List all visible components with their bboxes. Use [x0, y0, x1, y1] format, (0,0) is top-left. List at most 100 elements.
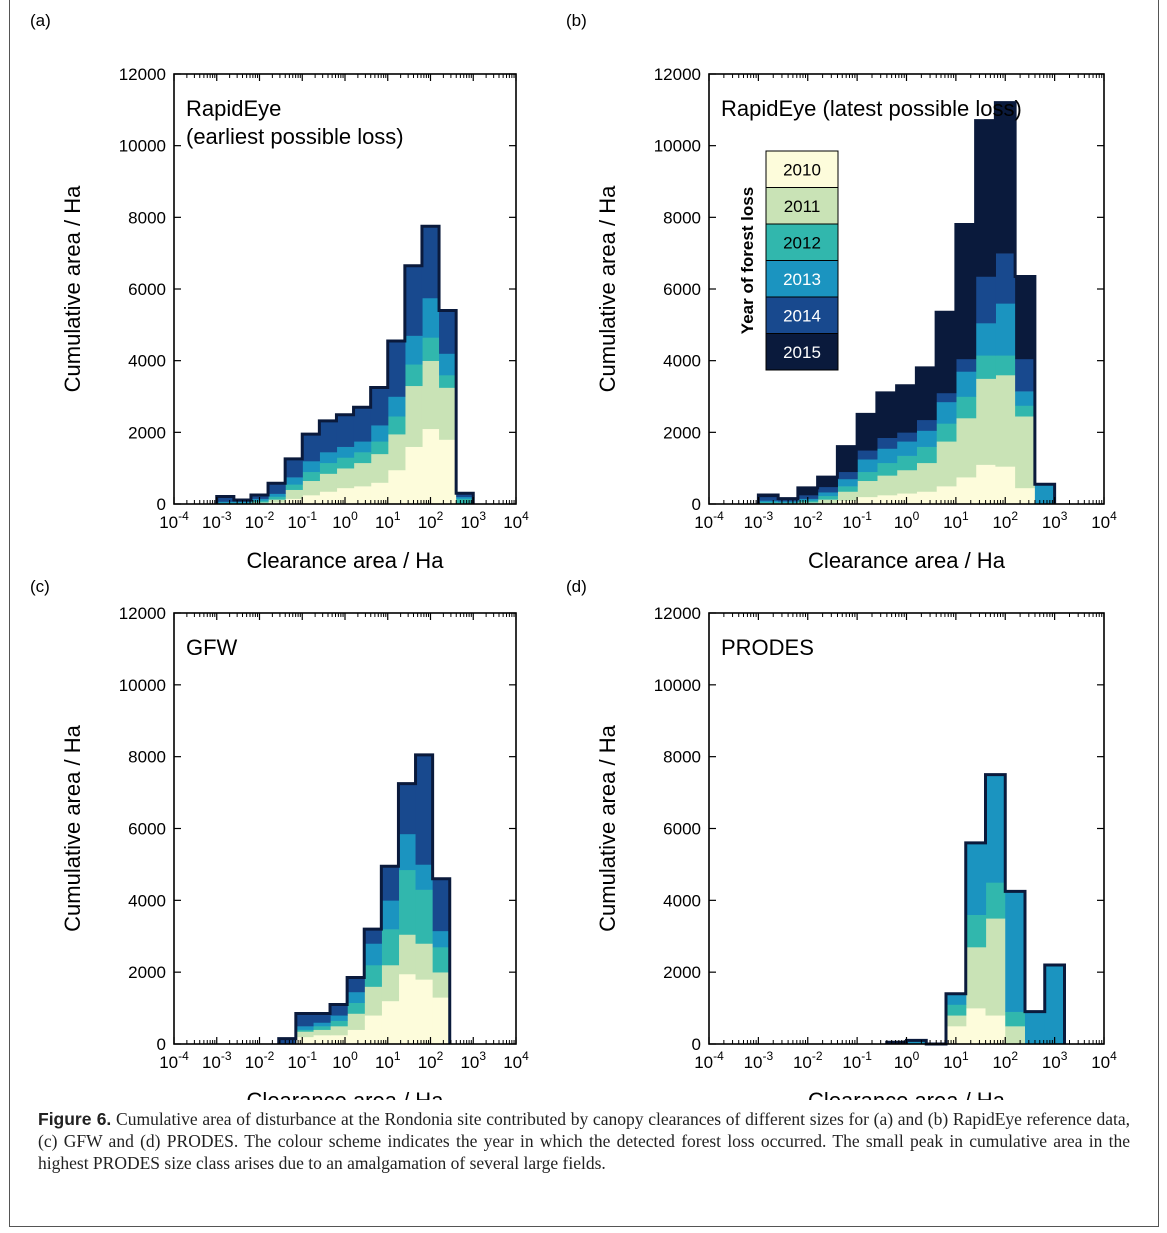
x-tick-base: 10 [894, 1053, 913, 1072]
y-tick-label: 12000 [119, 65, 166, 84]
bar-2014 [995, 253, 1016, 304]
bar-2014 [268, 483, 286, 494]
bar-2014 [415, 754, 434, 865]
bar-2014 [370, 387, 389, 426]
bar-2014 [432, 878, 451, 932]
x-tick-label: 10-4 [159, 509, 189, 532]
x-tick-label: 10-3 [744, 1049, 774, 1072]
bar-2014 [936, 392, 957, 403]
bar-2013 [456, 496, 474, 499]
bar-2012 [302, 471, 320, 482]
bar-2013 [857, 459, 878, 473]
x-tick-base: 10 [894, 513, 913, 532]
x-tick-exponent: -2 [812, 509, 823, 523]
bar-2014 [278, 1038, 297, 1045]
x-tick-base: 10 [503, 1053, 522, 1072]
x-tick-base: 10 [744, 513, 763, 532]
bar-2011 [353, 462, 372, 487]
x-tick-base: 10 [694, 1053, 713, 1072]
x-axis-label: Clearance area / Ha [247, 1088, 445, 1100]
bar-2011 [370, 453, 389, 483]
x-tick-label: 102 [992, 1049, 1018, 1072]
x-tick-label: 103 [460, 509, 486, 532]
x-tick-exponent: 2 [1011, 509, 1018, 523]
bar-2013 [975, 323, 996, 356]
panel-label: (b) [566, 11, 587, 30]
bar-2010 [439, 439, 457, 505]
bar-2010 [1015, 487, 1036, 505]
bar-2013 [216, 501, 235, 503]
bar-2015 [896, 385, 917, 433]
histogram-outline [215, 224, 475, 504]
bar-2012 [404, 364, 423, 387]
bar-2012 [975, 355, 996, 379]
legend-swatch [765, 260, 839, 298]
legend-swatch [765, 223, 839, 261]
y-tick-label: 0 [157, 1035, 166, 1054]
bar-2010 [302, 495, 320, 505]
legend-swatch [765, 187, 839, 225]
bar-2014 [876, 437, 898, 449]
y-tick-label: 10000 [119, 137, 166, 156]
bar-2011 [896, 469, 917, 494]
bar-2014 [353, 407, 372, 442]
x-tick-base: 10 [375, 1053, 394, 1072]
y-tick-label: 8000 [128, 748, 166, 767]
bar-2013 [302, 461, 320, 473]
x-tick-label: 100 [332, 509, 358, 532]
panel-title: RapidEye [186, 96, 281, 121]
bar-2013 [415, 864, 434, 890]
x-tick-label: 10-1 [287, 1049, 317, 1072]
bar-2013 [995, 303, 1016, 356]
bar-2012 [387, 416, 406, 435]
y-tick-label: 0 [157, 495, 166, 514]
bar-2011 [975, 378, 996, 465]
bar-2012 [1005, 1011, 1026, 1027]
bar-2010 [312, 1035, 331, 1045]
x-tick-base: 10 [460, 513, 479, 532]
bar-2014 [817, 486, 838, 493]
bar-2011 [295, 1031, 314, 1038]
bar-2010 [370, 482, 389, 505]
bar-2014 [857, 450, 878, 460]
x-tick-base: 10 [992, 513, 1011, 532]
bar-2013 [347, 991, 365, 1003]
x-tick-base: 10 [418, 1053, 437, 1072]
bar-2011 [965, 947, 987, 1009]
x-tick-exponent: -1 [306, 1049, 317, 1063]
x-tick-exponent: 0 [351, 509, 358, 523]
y-tick-label: 4000 [663, 352, 701, 371]
histogram-outline [756, 101, 1057, 504]
bar-2010 [837, 500, 858, 505]
x-tick-label: 101 [943, 1049, 969, 1072]
y-tick-label: 0 [692, 1035, 701, 1054]
bar-2010 [404, 446, 423, 505]
x-tick-label: 104 [503, 509, 529, 532]
bar-2013 [936, 401, 957, 424]
bar-2010 [936, 486, 957, 505]
bar-2014 [216, 496, 235, 502]
bar-2010 [347, 1029, 365, 1045]
y-tick-label: 0 [692, 495, 701, 514]
x-tick-label: 100 [894, 1049, 920, 1072]
x-tick-label: 10-1 [287, 509, 317, 532]
y-tick-label: 12000 [654, 604, 701, 623]
bar-2015 [975, 120, 996, 277]
y-axis-label: Cumulative area / Ha [60, 724, 85, 931]
x-tick-exponent: -4 [178, 509, 189, 523]
bar-2014 [387, 340, 406, 397]
x-tick-exponent: 1 [962, 1049, 969, 1063]
x-tick-base: 10 [332, 1053, 351, 1072]
bar-2014 [916, 419, 937, 431]
bar-2011 [916, 462, 937, 492]
bar-2010 [295, 1036, 314, 1045]
bar-2012 [955, 396, 977, 419]
bar-2013 [1034, 484, 1056, 505]
bar-2010 [330, 1035, 348, 1045]
y-tick-label: 6000 [663, 820, 701, 839]
x-tick-label: 104 [1091, 1049, 1117, 1072]
x-tick-exponent: -1 [861, 1049, 872, 1063]
bar-2012 [985, 882, 1006, 919]
x-tick-label: 101 [943, 509, 969, 532]
